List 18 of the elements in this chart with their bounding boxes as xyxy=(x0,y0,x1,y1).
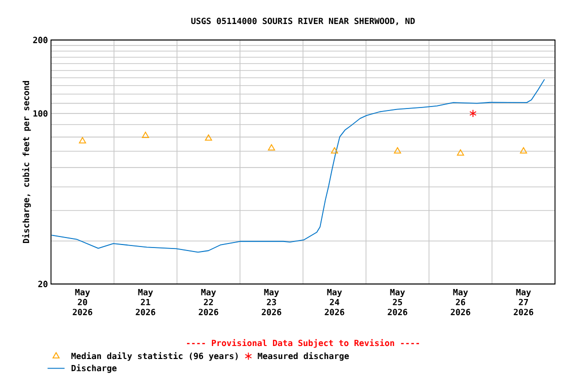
x-tick-label: May 20 2026 xyxy=(72,289,92,316)
x-tick-label: May 26 2026 xyxy=(450,289,470,316)
x-tick-label: May 21 2026 xyxy=(136,289,156,316)
line-series xyxy=(51,78,545,253)
legend-label: Median daily statistic (96 years) xyxy=(71,352,238,361)
y-tick-label: 200 xyxy=(33,36,48,44)
x-tick-label: May 25 2026 xyxy=(388,289,408,316)
x-tick-label: May 27 2026 xyxy=(514,289,534,316)
x-tick-label: May 22 2026 xyxy=(198,289,218,316)
chart-title: USGS 05114000 SOURIS RIVER NEAR SHERWOOD, ND xyxy=(191,18,415,26)
legend-label: Measured discharge xyxy=(258,352,349,361)
x-tick-label: May 23 2026 xyxy=(262,289,282,316)
y-tick-label: 20 xyxy=(38,280,48,288)
text: ---- Provisional Data Subject to Revision ---- xyxy=(186,339,420,348)
legend-label: Discharge xyxy=(72,364,117,373)
y-tick-label: 100 xyxy=(33,110,48,117)
x-tick-label: May 24 2026 xyxy=(324,289,344,316)
y-axis-title: Discharge, cubic feet per second xyxy=(22,81,31,244)
